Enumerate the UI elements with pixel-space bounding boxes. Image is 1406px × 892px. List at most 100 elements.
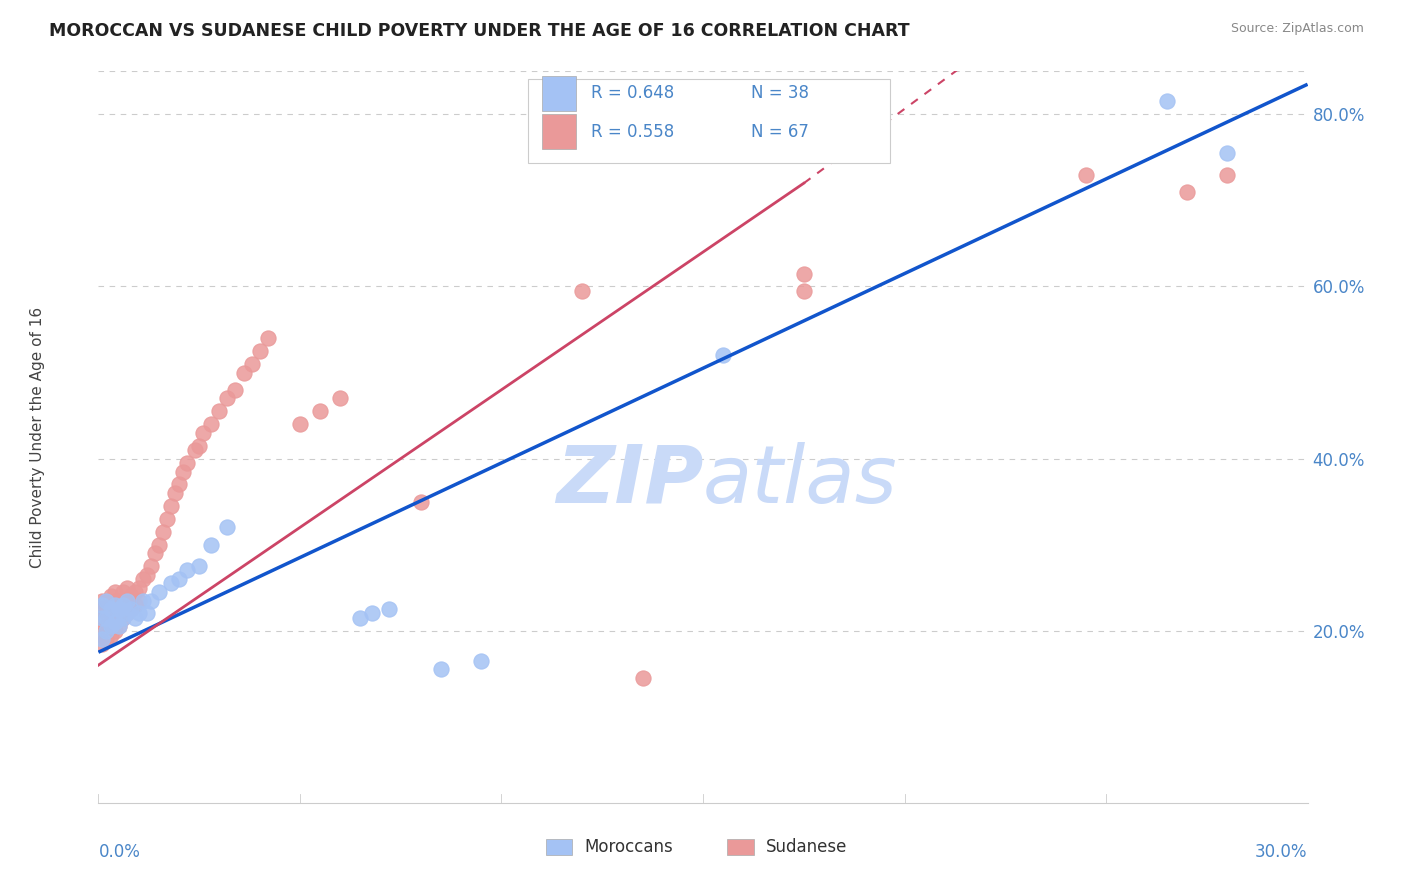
Point — [103, 598, 125, 612]
Point — [96, 632, 118, 647]
Text: R = 0.648: R = 0.648 — [591, 84, 673, 102]
Point — [103, 624, 125, 638]
Point — [100, 602, 122, 616]
Point — [176, 564, 198, 578]
Point — [100, 589, 122, 603]
Point — [148, 538, 170, 552]
Point — [793, 146, 815, 161]
Point — [249, 344, 271, 359]
Text: 30.0%: 30.0% — [1256, 843, 1308, 861]
Text: R = 0.558: R = 0.558 — [591, 123, 673, 141]
Point — [100, 615, 122, 629]
Text: N = 38: N = 38 — [751, 84, 810, 102]
Point — [1175, 185, 1198, 199]
Point — [111, 611, 134, 625]
FancyBboxPatch shape — [543, 114, 576, 149]
Point — [176, 456, 198, 470]
Point — [224, 383, 246, 397]
Text: MOROCCAN VS SUDANESE CHILD POVERTY UNDER THE AGE OF 16 CORRELATION CHART: MOROCCAN VS SUDANESE CHILD POVERTY UNDER… — [49, 22, 910, 40]
Point — [124, 611, 146, 625]
Point — [124, 585, 146, 599]
Point — [91, 593, 114, 607]
Text: 0.0%: 0.0% — [98, 843, 141, 861]
Point — [91, 632, 114, 647]
Point — [167, 572, 190, 586]
Point — [167, 477, 190, 491]
Point — [91, 637, 114, 651]
Point — [128, 581, 150, 595]
Point — [172, 465, 194, 479]
Point — [120, 589, 142, 603]
Point — [124, 598, 146, 612]
Point — [148, 585, 170, 599]
Point — [232, 366, 254, 380]
Point — [107, 619, 129, 633]
Point — [139, 559, 162, 574]
Point — [163, 486, 186, 500]
Point — [103, 615, 125, 629]
Point — [115, 581, 138, 595]
Point — [91, 611, 114, 625]
Point — [208, 404, 231, 418]
Point — [200, 538, 222, 552]
Point — [143, 546, 166, 560]
Point — [115, 593, 138, 607]
Point — [103, 593, 125, 607]
Point — [100, 628, 122, 642]
Point — [377, 602, 399, 616]
Point — [152, 524, 174, 539]
Point — [711, 348, 734, 362]
Point — [111, 598, 134, 612]
Point — [107, 619, 129, 633]
Point — [111, 585, 134, 599]
Point — [1216, 146, 1239, 161]
Point — [120, 602, 142, 616]
Point — [96, 607, 118, 621]
Text: N = 67: N = 67 — [751, 123, 810, 141]
Point — [139, 593, 162, 607]
FancyBboxPatch shape — [546, 839, 572, 855]
Point — [1156, 95, 1178, 109]
Point — [217, 392, 239, 406]
Point — [1074, 168, 1097, 182]
Point — [96, 624, 118, 638]
Point — [135, 567, 157, 582]
Point — [329, 392, 352, 406]
Point — [1216, 168, 1239, 182]
Point — [184, 442, 207, 457]
Point — [132, 593, 155, 607]
Point — [793, 284, 815, 298]
Point — [309, 404, 332, 418]
Point — [100, 619, 122, 633]
Point — [160, 499, 183, 513]
Point — [115, 607, 138, 621]
Point — [349, 611, 371, 625]
Point — [156, 512, 179, 526]
Point — [96, 619, 118, 633]
Point — [91, 615, 114, 629]
Point — [103, 602, 125, 616]
Point — [128, 593, 150, 607]
Text: ZIP: ZIP — [555, 442, 703, 520]
Point — [240, 357, 263, 371]
Point — [793, 267, 815, 281]
Point — [107, 602, 129, 616]
Point — [103, 611, 125, 625]
Point — [128, 607, 150, 621]
Point — [111, 598, 134, 612]
Point — [120, 602, 142, 616]
Point — [96, 611, 118, 625]
Point — [288, 417, 311, 432]
FancyBboxPatch shape — [543, 76, 576, 111]
Point — [188, 439, 211, 453]
Text: Moroccans: Moroccans — [585, 838, 673, 856]
Point — [111, 611, 134, 625]
Point — [107, 607, 129, 621]
Point — [631, 671, 654, 685]
Text: Sudanese: Sudanese — [766, 838, 848, 856]
Point — [132, 572, 155, 586]
Point — [135, 607, 157, 621]
Point — [200, 417, 222, 432]
Point — [430, 662, 453, 676]
Point — [470, 654, 492, 668]
